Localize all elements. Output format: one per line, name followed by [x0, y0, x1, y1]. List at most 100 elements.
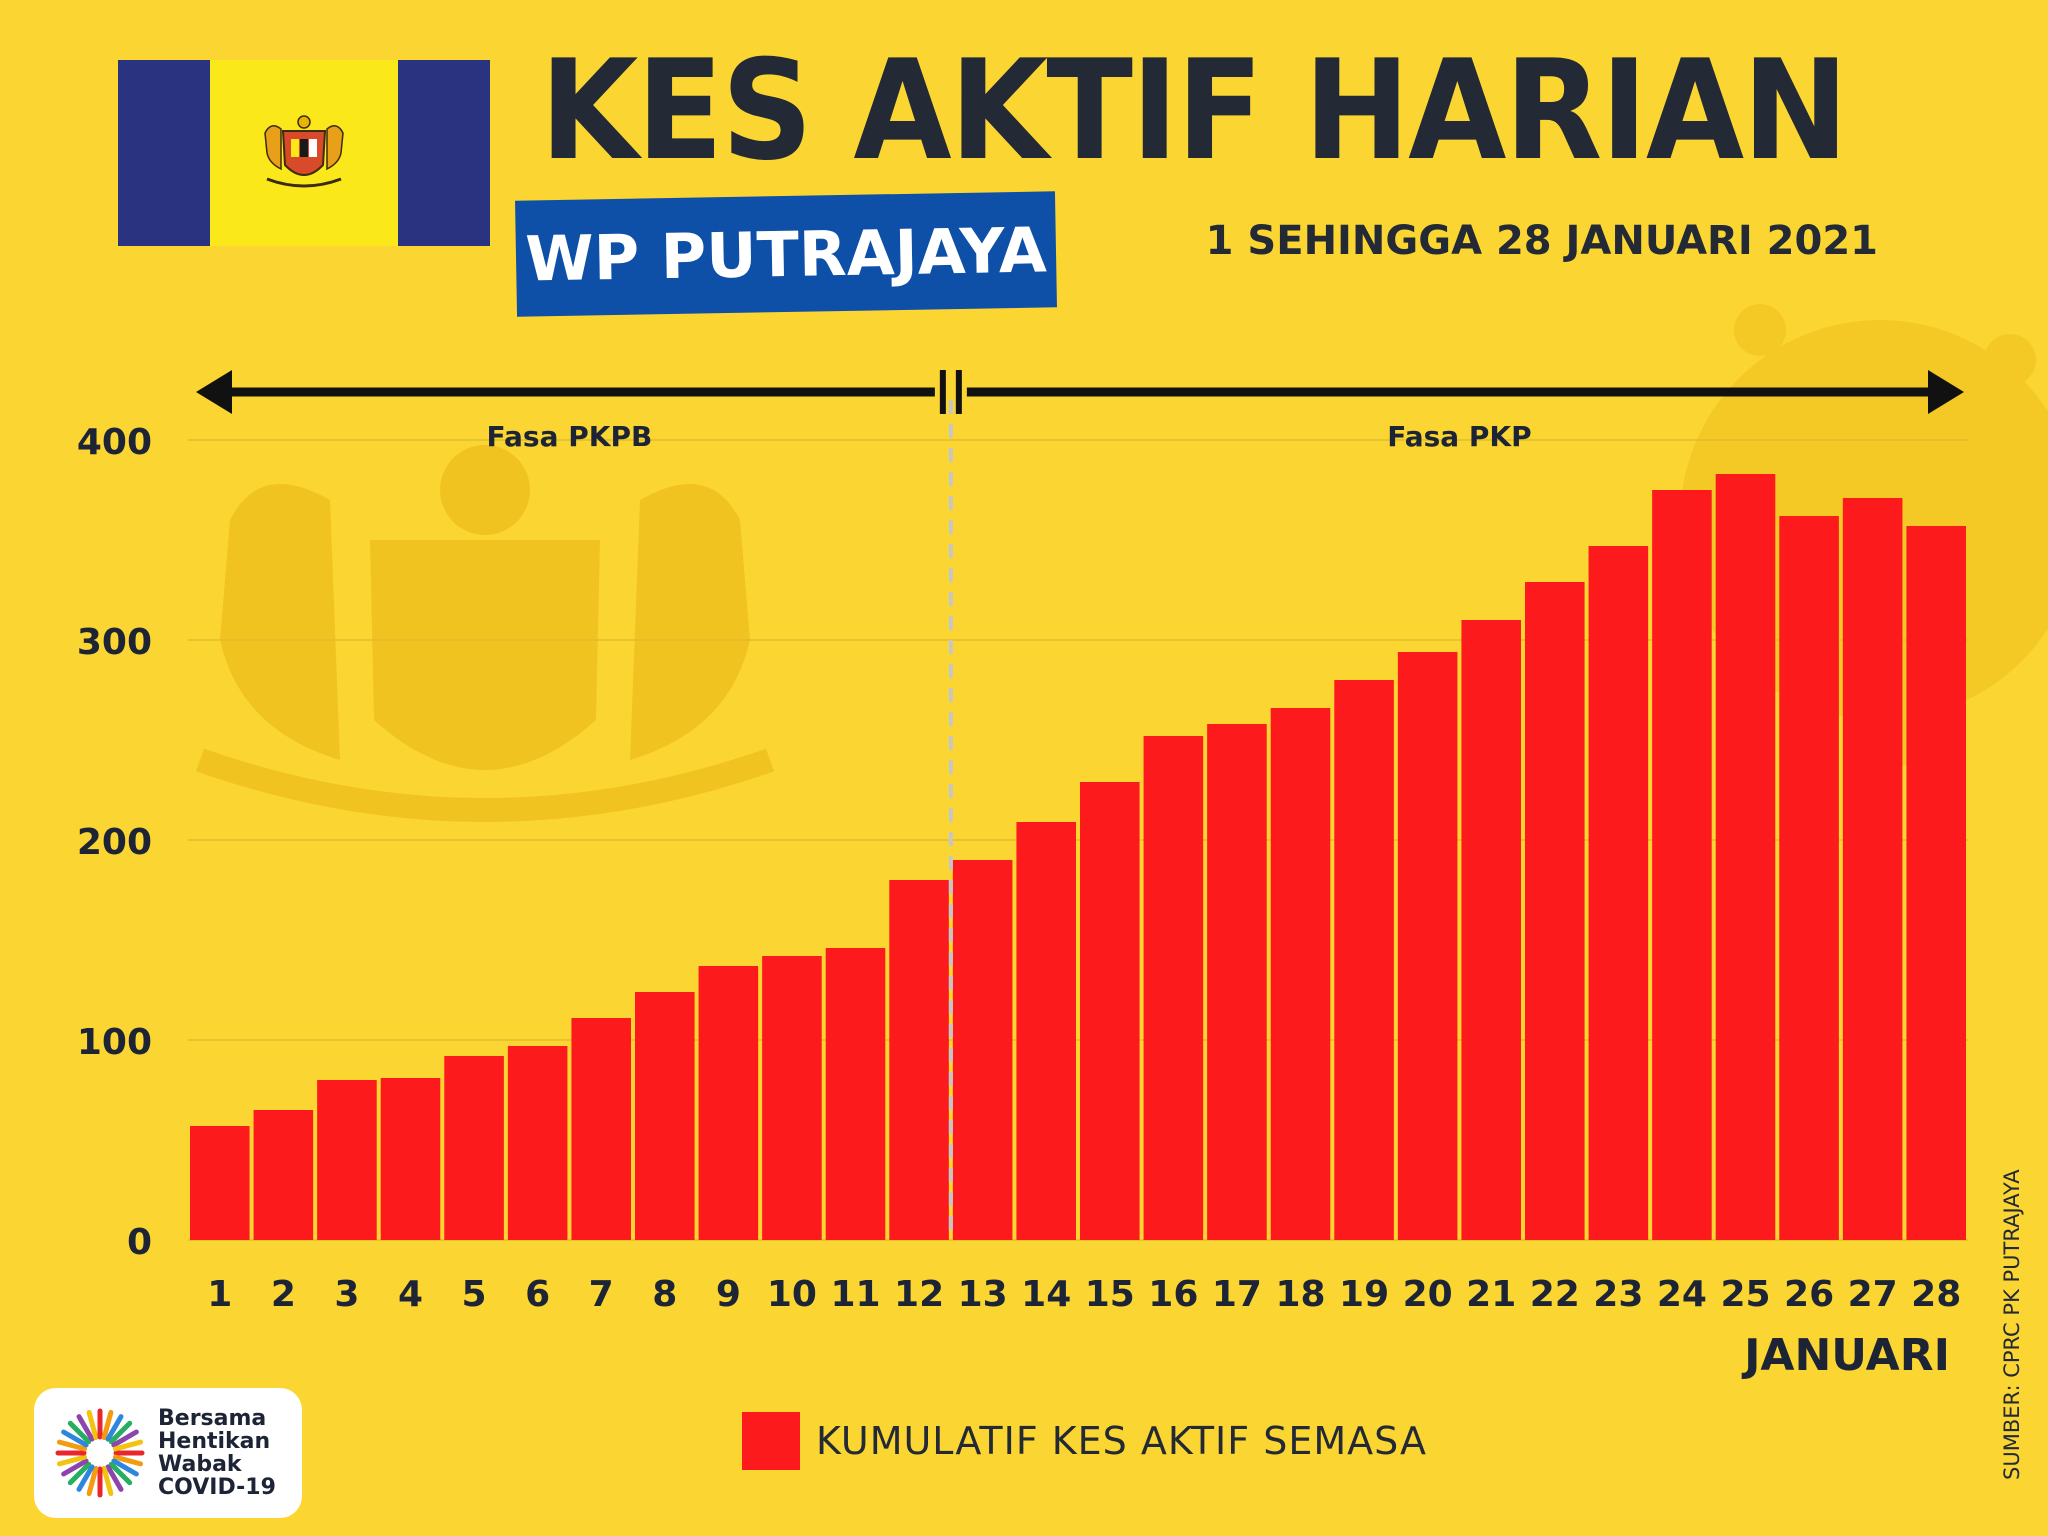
y-tick-label: 200	[77, 822, 152, 863]
campaign-logo: Bersama Hentikan Wabak COVID-19	[34, 1388, 302, 1518]
starburst-ray	[112, 1454, 144, 1467]
x-tick-label: 22	[1530, 1274, 1580, 1315]
phase-arrow-head	[1928, 370, 1964, 414]
starburst-ray	[61, 1429, 89, 1448]
bar	[507, 1046, 568, 1240]
bar	[825, 948, 886, 1240]
bar	[380, 1078, 441, 1240]
bar	[444, 1056, 504, 1240]
bars	[190, 474, 1966, 1240]
x-tick-label: 28	[1911, 1274, 1961, 1315]
starburst-ray	[108, 1461, 133, 1486]
legend: KUMULATIF KES AKTIF SEMASA	[742, 1412, 1427, 1470]
flag-center	[210, 60, 398, 246]
phase-label: Fasa PKP	[1387, 420, 1531, 453]
x-tick-label: 7	[589, 1274, 614, 1315]
date-range: 1 SEHINGGA 28 JANUARI 2021	[1205, 218, 1878, 264]
x-tick-label: 15	[1085, 1274, 1135, 1315]
x-tick-label: 3	[334, 1274, 359, 1315]
x-tick-label: 23	[1593, 1274, 1643, 1315]
bar	[1715, 474, 1776, 1240]
x-tick-label: 18	[1275, 1274, 1325, 1315]
x-tick-label: 24	[1657, 1274, 1707, 1315]
x-tick-label: 19	[1339, 1274, 1389, 1315]
logo-line: COVID-19	[158, 1475, 276, 1500]
starburst-ray	[105, 1464, 124, 1492]
starburst-icon	[55, 1408, 145, 1498]
bar	[571, 1018, 631, 1240]
starburst-ray	[76, 1414, 95, 1442]
starburst-ray	[111, 1429, 139, 1448]
x-tick-label: 17	[1212, 1274, 1262, 1315]
starburst-ray	[108, 1420, 133, 1445]
y-tick-label: 400	[77, 422, 152, 463]
bar	[762, 956, 822, 1240]
bar	[1397, 652, 1458, 1240]
flag-right-band	[398, 60, 490, 246]
coat-of-arms-watermark	[196, 445, 774, 822]
x-tick-label: 5	[462, 1274, 487, 1315]
x-tick-label: 13	[958, 1274, 1008, 1315]
coat-of-arms-icon	[264, 115, 344, 188]
legend-label: KUMULATIF KES AKTIF SEMASA	[816, 1419, 1427, 1463]
bar	[635, 992, 695, 1240]
y-axis: 0 100 200 300 400	[77, 422, 152, 1263]
bar	[1334, 680, 1394, 1240]
bar	[1652, 490, 1712, 1240]
x-tick-label: 9	[716, 1274, 741, 1315]
bar	[1906, 526, 1966, 1240]
x-tick-label: 4	[398, 1274, 423, 1315]
bar	[190, 1126, 250, 1240]
x-tick-label: 16	[1148, 1274, 1198, 1315]
starburst-ray	[61, 1458, 89, 1477]
bar	[698, 966, 759, 1240]
starburst-ray	[101, 1465, 114, 1497]
starburst-ray	[56, 1454, 88, 1467]
x-tick-label: 20	[1403, 1274, 1453, 1315]
phase-annotations: Fasa PKPB Fasa PKP	[196, 370, 1964, 1240]
starburst-ray	[76, 1464, 95, 1492]
putrajaya-flag	[118, 60, 490, 246]
starburst-ray	[86, 1465, 99, 1497]
bar	[1588, 546, 1649, 1240]
x-tick-label: 6	[525, 1274, 550, 1315]
logo-line: Hentikan	[158, 1429, 271, 1454]
y-tick-label: 0	[127, 1222, 152, 1263]
x-tick-label: 2	[271, 1274, 296, 1315]
starburst-ray	[112, 1439, 144, 1452]
phase-label: Fasa PKPB	[487, 420, 653, 453]
bar	[1842, 498, 1903, 1240]
bar	[1016, 822, 1076, 1240]
bar	[317, 1080, 377, 1240]
x-tick-label: 14	[1021, 1274, 1071, 1315]
phase-arrow-head	[196, 370, 232, 414]
campaign-logo-text: Bersama Hentikan Wabak COVID-19	[158, 1407, 276, 1499]
logo-line: Bersama	[158, 1406, 267, 1431]
x-tick-label: 1	[207, 1274, 232, 1315]
bar	[1080, 782, 1140, 1240]
starburst-ray	[105, 1414, 124, 1442]
x-tick-label: 21	[1466, 1274, 1516, 1315]
x-axis-label: JANUARI	[1741, 1330, 1950, 1381]
starburst-ray	[56, 1439, 88, 1452]
x-tick-label: 27	[1848, 1274, 1898, 1315]
legend-swatch	[742, 1412, 800, 1470]
starburst-ray	[101, 1409, 114, 1441]
starburst-ray	[67, 1420, 92, 1445]
starburst-ray	[86, 1409, 99, 1441]
x-tick-label: 11	[830, 1274, 880, 1315]
x-axis: 1 2 3 4 5 6 7 8 9 10 11 12 13 14 15 16 17 18 19 20 21 22 23 24 2…	[207, 1274, 1961, 1315]
bar	[1779, 516, 1839, 1240]
x-tick-label: 8	[652, 1274, 677, 1315]
source-note: SUMBER: CPRC PK PUTRAJAYA	[2000, 1169, 2024, 1480]
bar	[1461, 620, 1521, 1240]
bar	[1207, 724, 1267, 1240]
logo-line: Wabak	[158, 1452, 242, 1477]
y-tick-label: 100	[77, 1022, 152, 1063]
bar	[889, 880, 949, 1240]
x-tick-label: 12	[894, 1274, 944, 1315]
x-tick-label: 25	[1720, 1274, 1770, 1315]
bar	[952, 860, 1013, 1240]
